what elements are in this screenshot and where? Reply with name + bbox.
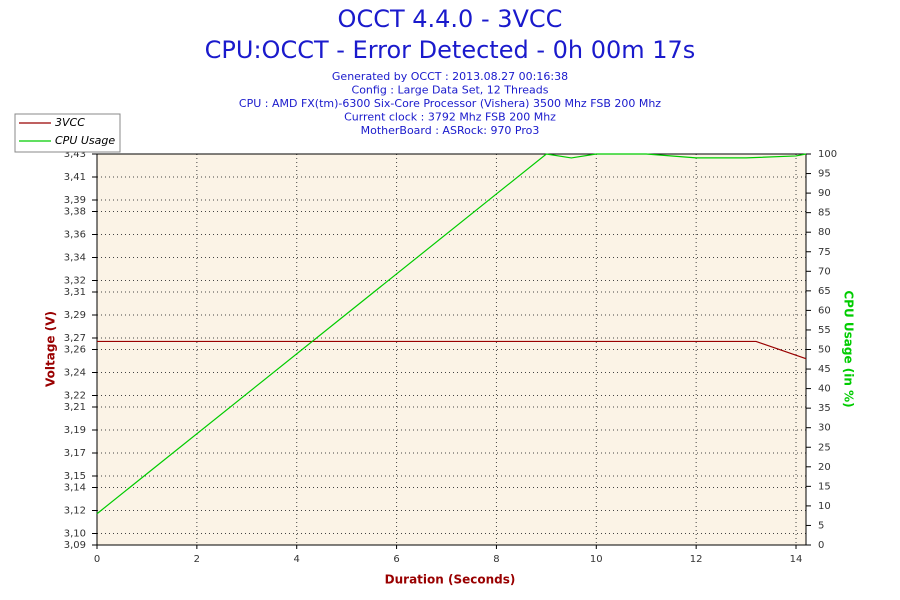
- y-tick-label: 3,21: [64, 402, 86, 413]
- y-tick-label: 3,38: [64, 207, 86, 218]
- y-tick-label: 3,36: [64, 230, 86, 241]
- y2-tick-label: 100: [818, 149, 837, 160]
- y2-tick-label: 95: [818, 169, 831, 180]
- y-tick-label: 3,29: [64, 310, 86, 321]
- y2-tick-label: 0: [818, 540, 824, 551]
- info-line: Generated by OCCT : 2013.08.27 00:16:38: [332, 70, 568, 83]
- y-axis-label: Voltage (V): [44, 311, 58, 387]
- y2-tick-label: 5: [818, 520, 824, 531]
- y2-tick-label: 35: [818, 403, 831, 414]
- y2-tick-label: 50: [818, 345, 831, 356]
- legend-label: 3VCC: [55, 116, 85, 129]
- x-tick-label: 8: [493, 554, 499, 565]
- y-tick-label: 3,31: [64, 287, 86, 298]
- info-line: MotherBoard : ASRock: 970 Pro3: [361, 124, 540, 137]
- x-axis-label: Duration (Seconds): [385, 573, 516, 587]
- y-tick-label: 3,15: [64, 471, 86, 482]
- plot-frame: [96, 153, 807, 546]
- y2-tick-label: 40: [818, 384, 831, 395]
- y2-tick-label: 10: [818, 501, 831, 512]
- y-tick-label: 3,34: [64, 253, 86, 264]
- x-tick-label: 2: [194, 554, 200, 565]
- plot-area: [97, 154, 806, 545]
- y-tick-label: 3,27: [64, 333, 86, 344]
- y-tick-label: 3,41: [64, 172, 86, 183]
- y2-axis-label: CPU Usage (in %): [842, 290, 856, 407]
- y2-tick-label: 60: [818, 305, 831, 316]
- y2-tick-label: 25: [818, 442, 831, 453]
- y2-tick-label: 55: [818, 325, 831, 336]
- y-tick-label: 3,12: [64, 506, 86, 517]
- x-tick-label: 14: [790, 554, 803, 565]
- y-tick-label: 3,10: [64, 529, 86, 540]
- x-tick-label: 6: [393, 554, 399, 565]
- y2-tick-label: 75: [818, 247, 831, 258]
- series-line: [96, 153, 807, 515]
- x-tick-label: 10: [590, 554, 603, 565]
- info-line: Config : Large Data Set, 12 Threads: [352, 84, 549, 97]
- y2-tick-label: 80: [818, 227, 831, 238]
- chart-subtitle: CPU:OCCT - Error Detected - 0h 00m 17s: [205, 36, 696, 64]
- y2-tick-label: 85: [818, 208, 831, 219]
- y2-tick-label: 65: [818, 286, 831, 297]
- y-tick-label: 3,43: [64, 149, 86, 160]
- y-tick-label: 3,09: [64, 540, 86, 551]
- y2-tick-label: 30: [818, 423, 831, 434]
- x-tick-label: 4: [294, 554, 300, 565]
- legend-label: CPU Usage: [55, 134, 115, 147]
- x-tick-label: 0: [94, 554, 100, 565]
- y-tick-label: 3,24: [64, 368, 86, 379]
- info-line: CPU : AMD FX(tm)-6300 Six-Core Processor…: [239, 97, 661, 110]
- legend-box: [14, 113, 121, 153]
- y2-tick-label: 70: [818, 266, 831, 277]
- x-tick-label: 12: [690, 554, 703, 565]
- y2-tick-label: 20: [818, 462, 831, 473]
- info-line: Current clock : 3792 Mhz FSB 200 Mhz: [344, 111, 556, 124]
- y-tick-label: 3,14: [64, 483, 86, 494]
- y2-tick-label: 45: [818, 364, 831, 375]
- series-line: [97, 340, 807, 360]
- y-tick-label: 3,19: [64, 425, 86, 436]
- y-tick-label: 3,39: [64, 195, 86, 206]
- y-tick-label: 3,17: [64, 448, 86, 459]
- y-tick-label: 3,26: [64, 345, 86, 356]
- y2-tick-label: 15: [818, 481, 831, 492]
- chart-title: OCCT 4.4.0 - 3VCC: [338, 5, 563, 33]
- y2-tick-label: 90: [818, 188, 831, 199]
- y-tick-label: 3,32: [64, 276, 86, 287]
- y-tick-label: 3,22: [64, 391, 86, 402]
